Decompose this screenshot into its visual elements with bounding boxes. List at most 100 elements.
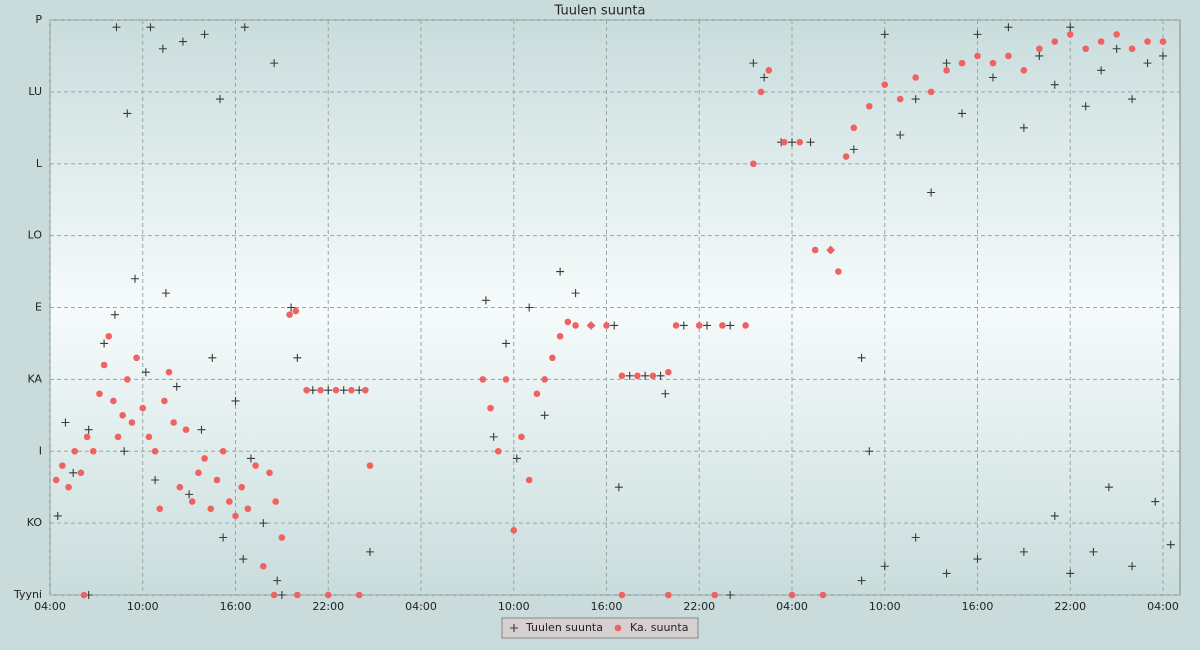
data-point [1097, 38, 1105, 45]
data-point [1159, 51, 1167, 60]
data-point [1143, 59, 1152, 68]
data-point [324, 386, 333, 395]
data-point [880, 30, 889, 39]
data-point [146, 23, 155, 32]
data-point [89, 447, 97, 455]
data-point [170, 419, 177, 426]
data-point [219, 447, 227, 455]
data-point [1066, 31, 1074, 38]
data-point [880, 562, 889, 571]
x-tick-label: 22:00 [312, 600, 344, 613]
data-point [661, 389, 670, 398]
data-point [362, 386, 369, 394]
x-tick-label: 22:00 [683, 600, 715, 613]
data-point [665, 591, 672, 599]
series [53, 23, 1175, 599]
data-point [84, 425, 93, 434]
data-point [151, 447, 159, 455]
data-point [61, 418, 70, 427]
data-point [156, 505, 164, 513]
y-tick-label: KA [27, 372, 42, 385]
y-tick-label: I [39, 444, 42, 457]
y-tick-label: LO [28, 229, 43, 242]
data-point [695, 322, 703, 329]
data-point [974, 52, 981, 60]
data-point [273, 576, 282, 585]
data-point [238, 483, 245, 491]
data-point [989, 59, 997, 67]
data-point [105, 332, 113, 340]
data-point [365, 547, 374, 556]
data-point [69, 468, 78, 477]
data-point [1066, 569, 1075, 578]
data-point [973, 555, 982, 564]
data-point [634, 372, 641, 380]
data-point [958, 109, 967, 118]
data-point [252, 462, 259, 469]
data-point [510, 527, 518, 534]
data-point [226, 498, 233, 505]
data-point [1097, 66, 1106, 75]
series [52, 31, 1167, 599]
y-tick-label: KO [27, 516, 43, 529]
data-point [53, 511, 62, 520]
data-point [665, 368, 672, 376]
data-point [1081, 102, 1090, 111]
data-point [1082, 45, 1090, 53]
data-point [549, 354, 556, 362]
data-point [1113, 31, 1120, 38]
data-point [765, 67, 773, 74]
data-point [96, 390, 103, 398]
legend-box [501, 617, 699, 639]
data-point [842, 153, 850, 160]
data-point [1036, 45, 1043, 53]
x-tick-label: 10:00 [127, 600, 159, 613]
data-point [119, 412, 126, 419]
data-point [518, 433, 525, 441]
data-point [1128, 45, 1136, 53]
data-point [1112, 44, 1121, 53]
data-point [266, 469, 273, 477]
data-point [927, 188, 936, 197]
data-point [151, 476, 160, 484]
data-point [1159, 38, 1167, 45]
data-point [286, 311, 293, 318]
data-point [123, 376, 131, 383]
data-point [760, 73, 769, 82]
data-point [726, 591, 735, 599]
data-point [726, 321, 735, 330]
data-point [239, 555, 248, 564]
data-point [1166, 540, 1175, 549]
data-point [780, 138, 788, 146]
data-point [610, 321, 619, 330]
y-tick-label: Tyyni [13, 588, 42, 601]
data-point [294, 591, 301, 599]
data-point [216, 95, 225, 104]
data-point [165, 368, 173, 376]
data-point [811, 246, 819, 254]
data-point [182, 426, 190, 433]
data-point [240, 23, 249, 32]
data-point [324, 591, 332, 599]
data-point [806, 138, 815, 147]
data-point [207, 505, 215, 513]
data-point [133, 354, 140, 362]
data-point [123, 109, 132, 118]
legend-label: Ka. suunta [630, 621, 688, 634]
x-tick-label: 04:00 [1147, 600, 1179, 613]
data-point [618, 591, 626, 599]
data-point [614, 483, 623, 492]
data-point [787, 138, 796, 147]
legend-label: Tuulen suunta [525, 621, 603, 634]
data-point [52, 476, 60, 484]
data-point [649, 372, 657, 380]
data-point [246, 454, 255, 463]
data-point [80, 591, 88, 599]
data-point [1104, 483, 1113, 492]
data-point [232, 512, 239, 520]
data-point [988, 73, 997, 82]
data-point [679, 321, 688, 330]
data-point [525, 476, 533, 484]
y-tick-label: E [35, 301, 42, 314]
data-point [110, 310, 119, 319]
